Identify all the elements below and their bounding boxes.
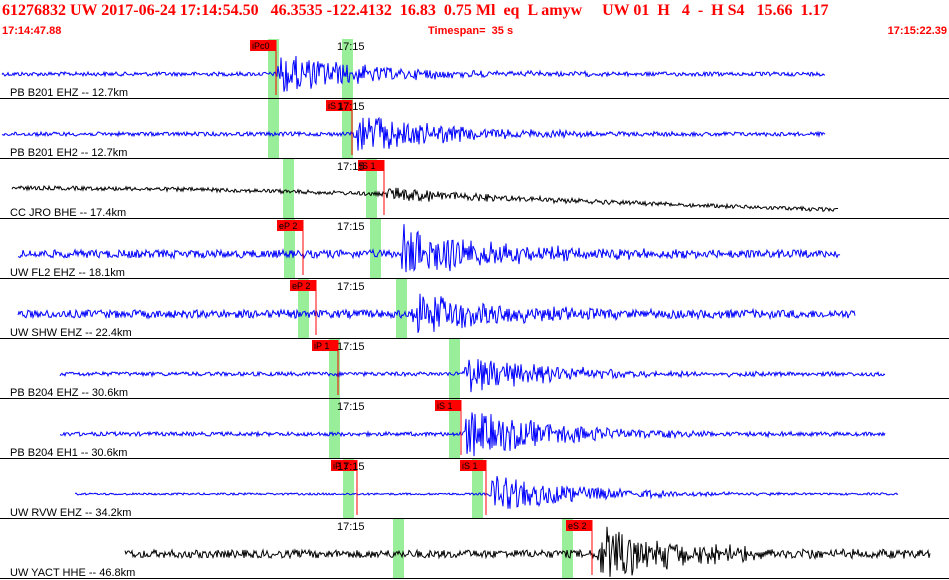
station-label: PB B201 EH2 -- 12.7km xyxy=(10,147,127,159)
pick-label: iP 1 xyxy=(314,341,329,351)
pick-box xyxy=(250,40,276,51)
waveform xyxy=(59,412,886,457)
pick-box xyxy=(290,280,316,291)
minute-marker: 17:15 xyxy=(337,461,365,473)
s-window-highlight xyxy=(396,279,407,339)
waveform xyxy=(59,359,886,393)
phase-pick[interactable]: eS 2 xyxy=(566,520,593,575)
pick-label: iS 1 xyxy=(328,101,344,111)
trace-row[interactable]: iS 117:15 CC JRO BHE -- 17.4km xyxy=(0,159,949,219)
pick-label: iPc0 xyxy=(252,41,270,51)
pick-label: iP 1 xyxy=(333,461,348,471)
pick-label: iS 1 xyxy=(462,461,478,471)
minute-marker: 17:15 xyxy=(337,101,365,113)
trace-row[interactable]: iPc0 17:15 PB B201 EHZ -- 12.7km xyxy=(0,39,949,99)
trace-row[interactable]: eP 2 17:15 UW SHW EHZ -- 22.4km xyxy=(0,279,949,339)
trace-row[interactable]: eS 2 17:15 UW YACT HHE -- 46.8km xyxy=(0,519,949,579)
phase-pick[interactable]: iP 1 xyxy=(331,460,358,515)
p-window-highlight xyxy=(283,159,294,219)
trace-row[interactable]: eP 2 17:15 UW FL2 EHZ -- 18.1km xyxy=(0,219,949,279)
start-time: 17:14:47.88 xyxy=(2,25,62,37)
station-label: PB B204 EHZ -- 30.6km xyxy=(10,387,128,399)
waveform xyxy=(11,184,838,213)
p-window-highlight xyxy=(343,459,354,519)
s-window-highlight xyxy=(366,159,377,219)
s-window-highlight xyxy=(449,339,460,399)
p-window-highlight xyxy=(329,399,340,459)
station-label: CC JRO BHE -- 17.4km xyxy=(10,207,126,219)
s-window-highlight xyxy=(342,99,353,159)
end-time: 17:15:22.39 xyxy=(887,25,947,37)
pick-box xyxy=(566,520,592,531)
pick-label: eP 2 xyxy=(292,281,310,291)
event-header: 61276832 UW 2017-06-24 17:14:54.50 46.35… xyxy=(0,0,949,40)
s-window-highlight xyxy=(449,399,460,459)
p-window-highlight xyxy=(393,519,404,579)
minute-marker: 17:15 xyxy=(337,401,365,413)
p-window-highlight xyxy=(329,339,340,399)
minute-marker: 17:15 xyxy=(337,341,365,353)
pick-box xyxy=(277,220,303,231)
station-label: UW RVW EHZ -- 34.2km xyxy=(10,507,131,519)
waveform xyxy=(1,55,826,92)
p-window-highlight xyxy=(268,39,279,99)
phase-pick[interactable]: iP 1 xyxy=(312,340,339,395)
waveform xyxy=(1,116,826,151)
phase-pick[interactable]: iS 1 xyxy=(460,460,487,515)
event-summary-line: 61276832 UW 2017-06-24 17:14:54.50 46.35… xyxy=(2,2,829,19)
station-label: UW FL2 EHZ -- 18.1km xyxy=(10,267,125,279)
trace-row[interactable]: iS 117:15 PB B201 EH2 -- 12.7km xyxy=(0,99,949,159)
minute-marker: 17:15 xyxy=(337,41,365,53)
pick-box xyxy=(358,160,384,171)
pick-label: iS 1 xyxy=(437,401,453,411)
timespan-label: Timespan= 35 s xyxy=(428,25,514,37)
waveform xyxy=(124,526,931,577)
pick-box xyxy=(331,460,357,471)
phase-pick[interactable]: iS 1 xyxy=(358,160,385,215)
pick-box xyxy=(312,340,338,351)
waveform xyxy=(17,293,856,333)
s-window-highlight xyxy=(370,219,381,279)
station-label: PB B204 EH1 -- 30.6km xyxy=(10,447,127,459)
phase-pick[interactable]: iPc0 xyxy=(250,40,277,95)
minute-marker: 17:15 xyxy=(337,521,365,533)
trace-row[interactable]: iP 1 iS 1 17:15 UW RVW EHZ -- 34.2km xyxy=(0,459,949,519)
pick-label: iS 1 xyxy=(360,161,376,171)
station-label: UW SHW EHZ -- 22.4km xyxy=(10,327,132,339)
trace-row[interactable]: iS 1 17:15 PB B204 EH1 -- 30.6km xyxy=(0,399,949,459)
p-window-highlight xyxy=(298,279,309,339)
phase-pick[interactable]: iS 1 xyxy=(435,400,462,455)
phase-pick[interactable]: eP 2 xyxy=(290,280,317,335)
phase-pick[interactable]: eP 2 xyxy=(277,220,304,275)
waveform xyxy=(17,224,841,273)
minute-marker: 17:15 xyxy=(337,161,365,173)
pick-box xyxy=(326,100,352,111)
phase-pick[interactable]: iS 1 xyxy=(326,100,353,155)
minute-marker: 17:15 xyxy=(337,221,365,233)
pick-label: eP 2 xyxy=(279,221,297,231)
p-window-highlight xyxy=(284,219,295,279)
p-window-highlight xyxy=(268,99,279,159)
trace-row[interactable]: iP 1 17:15 PB B204 EHZ -- 30.6km xyxy=(0,339,949,399)
s-window-highlight xyxy=(472,459,483,519)
station-label: PB B201 EHZ -- 12.7km xyxy=(10,87,128,99)
pick-box xyxy=(460,460,486,471)
s-window-highlight xyxy=(562,519,573,579)
pick-label: eS 2 xyxy=(568,521,587,531)
minute-marker: 17:15 xyxy=(337,281,365,293)
station-label: UW YACT HHE -- 46.8km xyxy=(10,567,135,579)
pick-box xyxy=(435,400,461,411)
